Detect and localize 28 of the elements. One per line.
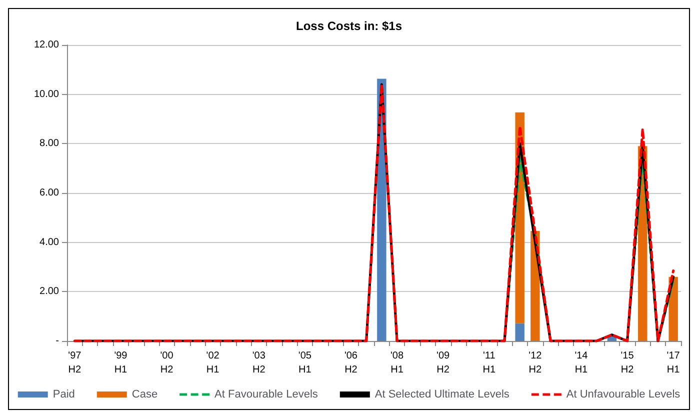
y-tick-label: 6.00	[40, 188, 60, 198]
x-tick-label: '06 H2	[344, 350, 358, 376]
bar	[515, 323, 524, 341]
legend-label: At Unfavourable Levels	[566, 388, 681, 400]
x-tick-label: '09 H2	[436, 350, 450, 376]
x-tick-label: '08 H1	[390, 350, 404, 376]
legend-label: At Selected Ultimate Levels	[374, 388, 510, 400]
y-tick-label: 4.00	[40, 236, 60, 248]
x-tick-label: '12 H2	[528, 350, 542, 376]
x-tick-label: '03 H2	[252, 350, 266, 376]
y-tick-label: -	[56, 336, 59, 346]
x-tick-label: '11 H1	[482, 350, 496, 376]
y-tick-label: 10.00	[34, 88, 60, 100]
x-tick-label: '99 H1	[114, 350, 128, 376]
x-tick-label: '97 H2	[68, 350, 82, 376]
x-tick-label: '02 H1	[206, 350, 220, 376]
x-tick-label: '17 H1	[666, 350, 680, 376]
legend-label: Paid	[52, 388, 75, 400]
x-tick-label: '00 H2	[160, 350, 174, 376]
x-tick-label: '14 H1	[574, 350, 588, 376]
x-tick-label: '05 H1	[298, 350, 312, 376]
y-tick-label: 2.00	[40, 286, 60, 298]
y-tick-label: 12.00	[34, 40, 60, 50]
chart-title: Loss Costs in: $1s	[296, 19, 402, 33]
x-tick-label: '15 H2	[620, 350, 634, 376]
legend-label: At Favourable Levels	[214, 388, 318, 400]
legend-label: Case	[132, 388, 158, 400]
y-tick-label: 8.00	[40, 138, 60, 150]
